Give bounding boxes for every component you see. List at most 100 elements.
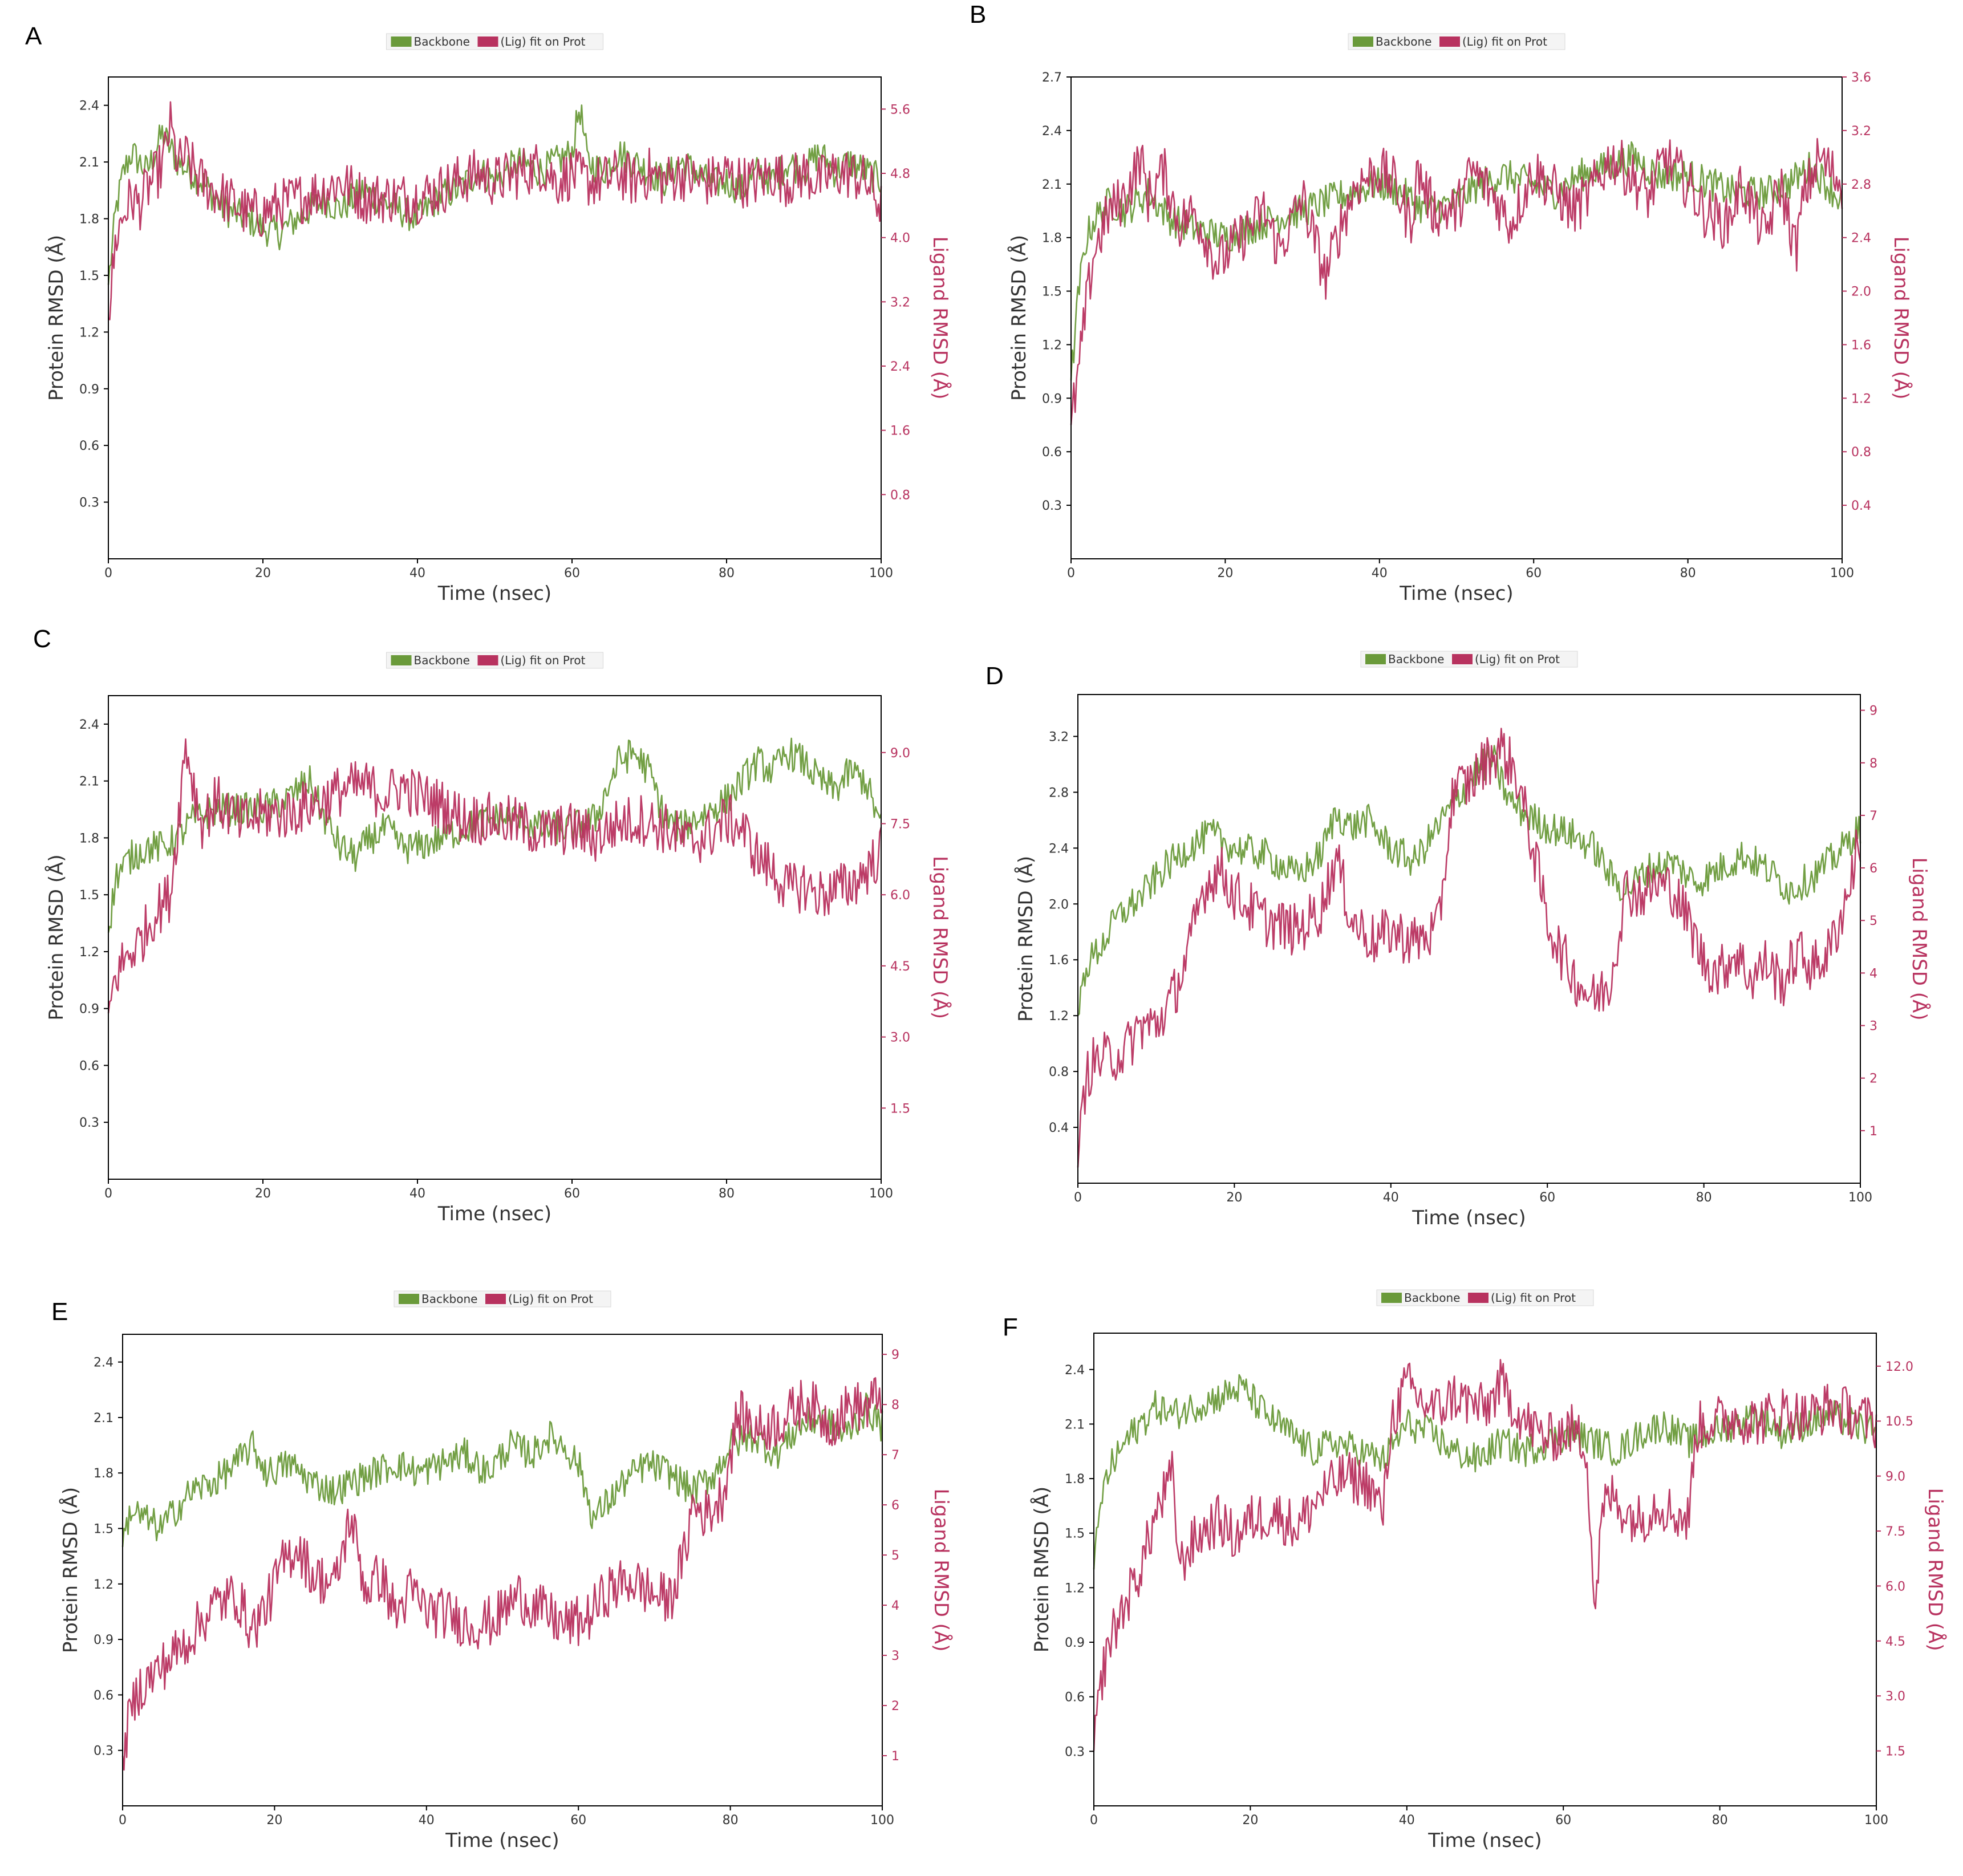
x-tick-label: 20 (1217, 566, 1233, 580)
series-line-backbone (1093, 1374, 1877, 1570)
panel-label: F (1003, 1313, 1018, 1341)
plot-frame (108, 76, 882, 559)
y-left-tick-label: 2.4 (94, 1356, 113, 1370)
series-line-ligand (121, 1377, 883, 1771)
x-tick-label: 80 (719, 1187, 735, 1201)
y-left-axis-label: Protein RMSD (Å) (1007, 235, 1031, 401)
legend-label-ligand: (Lig) fit on Prot (501, 653, 586, 667)
y-left-tick-label: 2.1 (94, 1411, 113, 1426)
y-right-tick-label: 8 (891, 1398, 899, 1412)
series-line-backbone (107, 104, 882, 285)
plot-frame (1077, 694, 1861, 1184)
x-tick-label: 100 (1848, 1191, 1872, 1205)
y-left-tick-label: 0.3 (94, 1744, 113, 1759)
y-right-tick-label: 2.8 (1851, 178, 1871, 192)
y-right-tick-label: 6.0 (890, 888, 910, 903)
legend-swatch-backbone (399, 1294, 419, 1304)
x-axis-label: Time (nsec) (437, 1203, 551, 1225)
y-left-tick-label: 1.2 (94, 1578, 113, 1592)
x-tick-label: 0 (104, 566, 112, 580)
y-left-tick-label: 1.2 (79, 945, 99, 960)
panel-label: D (985, 662, 1004, 690)
y-left-tick-label: 0.6 (94, 1688, 113, 1703)
x-tick-label: 0 (1090, 1813, 1098, 1828)
y-right-axis-label: Ligand RMSD (Å) (928, 236, 952, 399)
y-left-tick-label: 2.4 (1065, 1363, 1085, 1378)
x-axis-label: Time (nsec) (1412, 1207, 1526, 1229)
y-right-axis-label: Ligand RMSD (Å) (1889, 236, 1913, 399)
y-right-tick-label: 5 (891, 1549, 899, 1563)
x-tick-label: 0 (1074, 1191, 1082, 1205)
y-left-tick-label: 0.6 (79, 1059, 99, 1073)
y-left-tick-label: 0.3 (79, 1116, 99, 1130)
y-left-axis-label: Protein RMSD (Å) (1030, 1487, 1053, 1652)
y-left-tick-label: 1.2 (79, 326, 99, 340)
x-tick-label: 40 (409, 1187, 425, 1201)
x-tick-label: 40 (409, 566, 425, 580)
y-right-tick-label: 7.5 (890, 817, 910, 831)
legend-label-backbone: Backbone (414, 35, 470, 48)
y-left-tick-label: 2.8 (1049, 786, 1069, 800)
x-tick-label: 60 (564, 566, 580, 580)
y-right-tick-label: 6 (891, 1499, 899, 1513)
series-line-ligand (1070, 137, 1843, 425)
y-left-axis-label: Protein RMSD (Å) (59, 1487, 82, 1653)
y-right-tick-label: 4.0 (890, 232, 910, 246)
x-tick-label: 60 (1526, 566, 1542, 580)
x-tick-label: 20 (1242, 1813, 1258, 1828)
x-tick-label: 40 (1399, 1813, 1415, 1828)
y-left-tick-label: 1.5 (79, 269, 99, 283)
legend-label-ligand: (Lig) fit on Prot (508, 1292, 593, 1306)
plot-frame (108, 695, 882, 1180)
x-axis-label: Time (nsec) (445, 1829, 559, 1852)
y-left-tick-label: 1.6 (1049, 953, 1069, 968)
x-tick-label: 0 (104, 1187, 112, 1201)
y-left-tick-label: 2.4 (1049, 842, 1069, 856)
y-right-tick-label: 3 (891, 1649, 899, 1663)
series-line-backbone (121, 1392, 883, 1548)
y-right-tick-label: 2 (1869, 1072, 1877, 1086)
x-axis-label: Time (nsec) (1399, 582, 1513, 605)
y-right-tick-label: 4 (1869, 967, 1877, 981)
y-right-tick-label: 2.0 (1851, 285, 1871, 299)
y-left-tick-label: 3.2 (1049, 730, 1069, 744)
x-tick-label: 80 (1696, 1191, 1712, 1205)
y-left-tick-label: 2.4 (1042, 124, 1062, 139)
legend-swatch-ligand (477, 655, 498, 665)
x-tick-label: 20 (255, 566, 271, 580)
legend-swatch-backbone (1353, 36, 1373, 47)
legend-label-backbone: Backbone (1376, 35, 1431, 48)
y-right-tick-label: 4.5 (890, 960, 910, 974)
y-right-tick-label: 9.0 (1885, 1470, 1905, 1484)
y-right-tick-label: 9.0 (890, 746, 910, 761)
chart-panel-c: C Backbone (Lig) fit on Prot 0 20 40 60 80 100 0.… (33, 625, 952, 1225)
series-line-ligand (107, 738, 882, 1014)
chart-panel-f: F Backbone (Lig) fit on Prot 0 20 40 60 80 100 0.… (1003, 1289, 1947, 1852)
x-tick-label: 0 (119, 1813, 127, 1828)
y-right-tick-label: 9 (1869, 704, 1877, 718)
y-right-tick-label: 10.5 (1885, 1415, 1913, 1429)
legend-label-ligand: (Lig) fit on Prot (501, 35, 586, 48)
y-left-tick-label: 0.9 (79, 1002, 99, 1017)
y-right-tick-label: 4.8 (890, 167, 910, 181)
y-right-tick-label: 3.2 (1851, 124, 1871, 139)
y-left-tick-label: 0.9 (79, 383, 99, 397)
x-tick-label: 40 (1383, 1191, 1399, 1205)
x-tick-label: 80 (1712, 1813, 1728, 1828)
y-right-axis-label: Ligand RMSD (Å) (928, 856, 952, 1019)
series-line-ligand (1093, 1359, 1877, 1751)
legend-label-ligand: (Lig) fit on Prot (1462, 35, 1547, 48)
legend-swatch-ligand (1468, 1293, 1489, 1303)
x-tick-label: 100 (869, 566, 893, 580)
y-left-tick-label: 0.9 (94, 1633, 113, 1647)
y-left-tick-label: 1.8 (79, 831, 99, 846)
x-axis-label: Time (nsec) (1427, 1829, 1542, 1852)
y-right-tick-label: 1 (891, 1749, 899, 1764)
x-tick-label: 60 (1539, 1191, 1555, 1205)
x-tick-label: 80 (1680, 566, 1696, 580)
y-right-tick-label: 7 (891, 1448, 899, 1463)
y-right-tick-label: 2.4 (1851, 232, 1871, 246)
y-left-tick-label: 2.4 (79, 99, 99, 113)
y-right-tick-label: 5 (1869, 914, 1877, 928)
